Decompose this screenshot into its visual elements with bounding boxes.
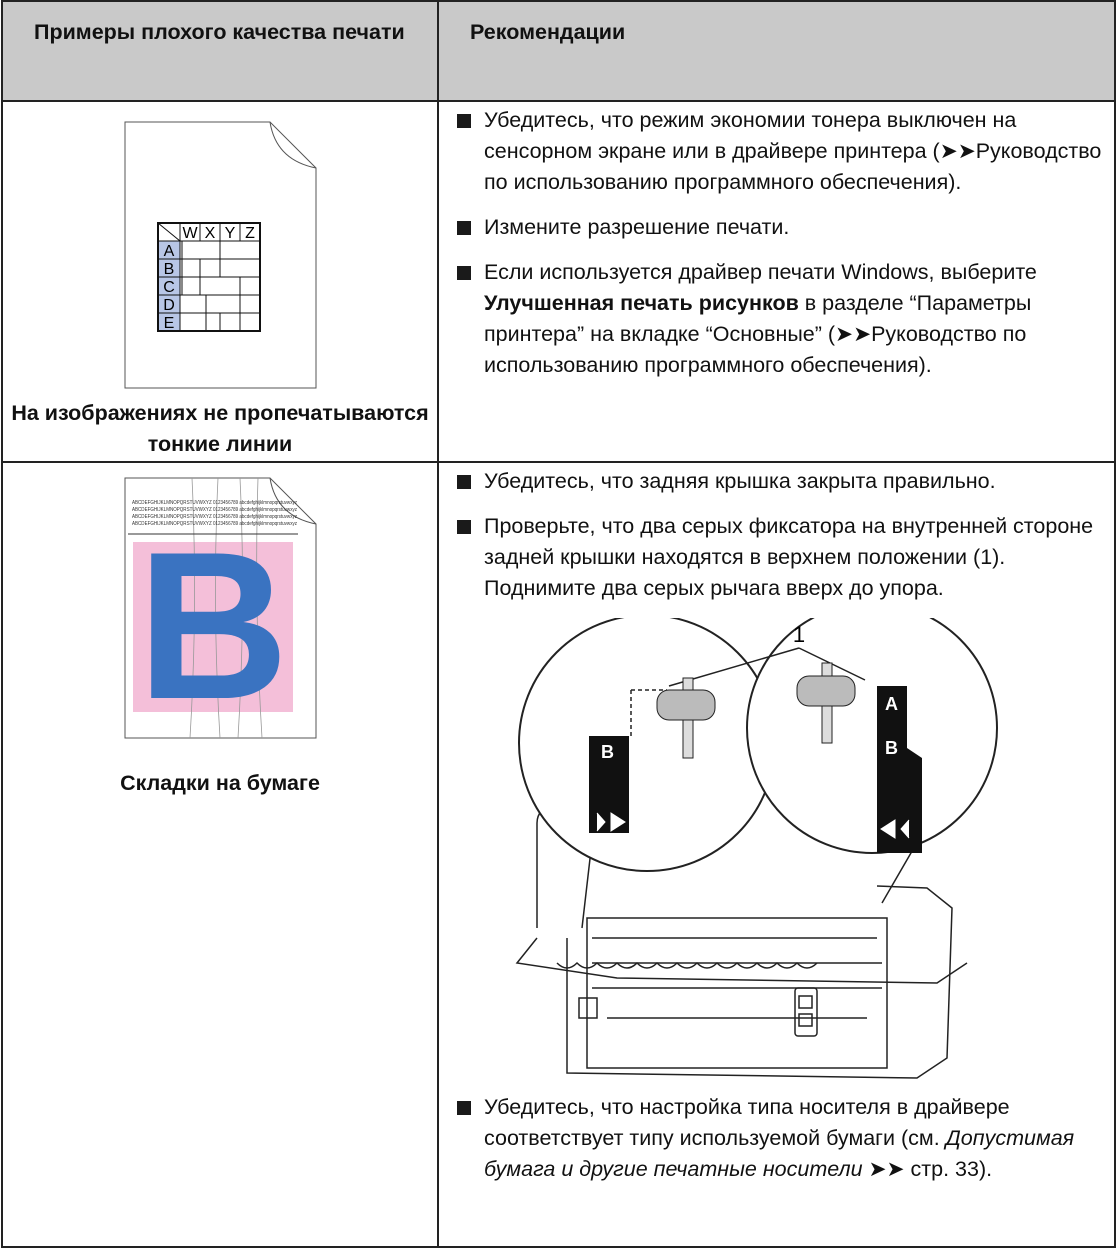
- header-cell: Примеры плохого качества печати: [1, 0, 439, 102]
- sample-page: W X Y Z ABCDE: [124, 121, 317, 389]
- text-run: Улучшенная печать рисунков: [484, 291, 799, 315]
- grid-column-label: Z: [245, 225, 255, 242]
- row: ABCDEFGHIJKLMNOPQRSTUVWXYZ 0123456789 ab…: [1, 461, 1116, 1248]
- caption: На изображениях не пропечатываются тонки…: [11, 401, 429, 456]
- grid-row-label: D: [163, 297, 175, 314]
- example-cell: ABCDEFGHIJKLMNOPQRSTUVWXYZ 0123456789 ab…: [1, 461, 439, 1248]
- sample-page: ABCDEFGHIJKLMNOPQRSTUVWXYZ 0123456789 ab…: [124, 477, 317, 742]
- grid-label-bg: [158, 241, 180, 331]
- grid-column-label: Y: [225, 225, 236, 242]
- header-row: Примеры плохого качества печати Рекоменд…: [1, 0, 1116, 102]
- caption: Складки на бумаге: [120, 771, 320, 795]
- grid-column-label: W: [182, 225, 198, 242]
- text-run: Если используется драйвер печати Windows…: [484, 260, 1037, 284]
- rear-cover-figure: 1 B A B: [515, 618, 998, 1079]
- callout-label: 1: [793, 622, 805, 647]
- switch-label: A: [885, 694, 898, 714]
- grid-row-label: A: [164, 243, 175, 260]
- recommendations-cell: Убедитесь, что задняя крышка закрыта пра…: [437, 461, 1116, 1248]
- sample-letter: B: [137, 508, 289, 742]
- grid-row-label: E: [164, 315, 175, 332]
- bullet-item: Убедитесь, что задняя крышка закрыта пра…: [457, 466, 1104, 497]
- grid-column-label: X: [205, 225, 216, 242]
- sample-text-line: ABCDEFGHIJKLMNOPQRSTUVWXYZ 0123456789 ab…: [132, 500, 297, 506]
- text-run: Проверьте, что два серых фиксатора на вн…: [484, 514, 1094, 600]
- bullet-item: Измените разрешение печати.: [457, 212, 1104, 243]
- bullet-item: Если используется драйвер печати Windows…: [457, 257, 1104, 381]
- grid-row-label: B: [164, 261, 175, 278]
- grid-diagonal: [157, 222, 181, 242]
- header-cell: Рекомендации: [437, 0, 1116, 102]
- sample-text-line: ABCDEFGHIJKLMNOPQRSTUVWXYZ 0123456789 ab…: [132, 521, 297, 527]
- text-run: Убедитесь, что настройка типа носителя в…: [484, 1095, 1010, 1150]
- text-run: ➤➤ стр. 33).: [862, 1157, 993, 1181]
- text-run: Убедитесь, что режим экономии тонера вык…: [484, 108, 1102, 194]
- bullet-item: Проверьте, что два серых фиксатора на вн…: [457, 511, 1104, 604]
- grid-row-label: C: [163, 279, 175, 296]
- recommendations-cell: Убедитесь, что режим экономии тонера вык…: [437, 100, 1116, 463]
- sample-text-line: ABCDEFGHIJKLMNOPQRSTUVWXYZ 0123456789 ab…: [132, 507, 297, 513]
- switch-label: B: [601, 742, 614, 762]
- bullet-item: Убедитесь, что режим экономии тонера вык…: [457, 105, 1104, 198]
- sample-text-line: ABCDEFGHIJKLMNOPQRSTUVWXYZ 0123456789 ab…: [132, 514, 297, 520]
- text-run: Убедитесь, что задняя крышка закрыта пра…: [484, 469, 996, 493]
- switch-label: B: [885, 738, 898, 758]
- text-run: в разделе “Параметры принтера” на вкладк…: [484, 291, 1032, 377]
- text-run: Допустимая бумага и другие печатные носи…: [484, 1126, 1075, 1181]
- bullet-item: Убедитесь, что настройка типа носителя в…: [457, 1092, 1104, 1185]
- text-run: Измените разрешение печати.: [484, 215, 790, 239]
